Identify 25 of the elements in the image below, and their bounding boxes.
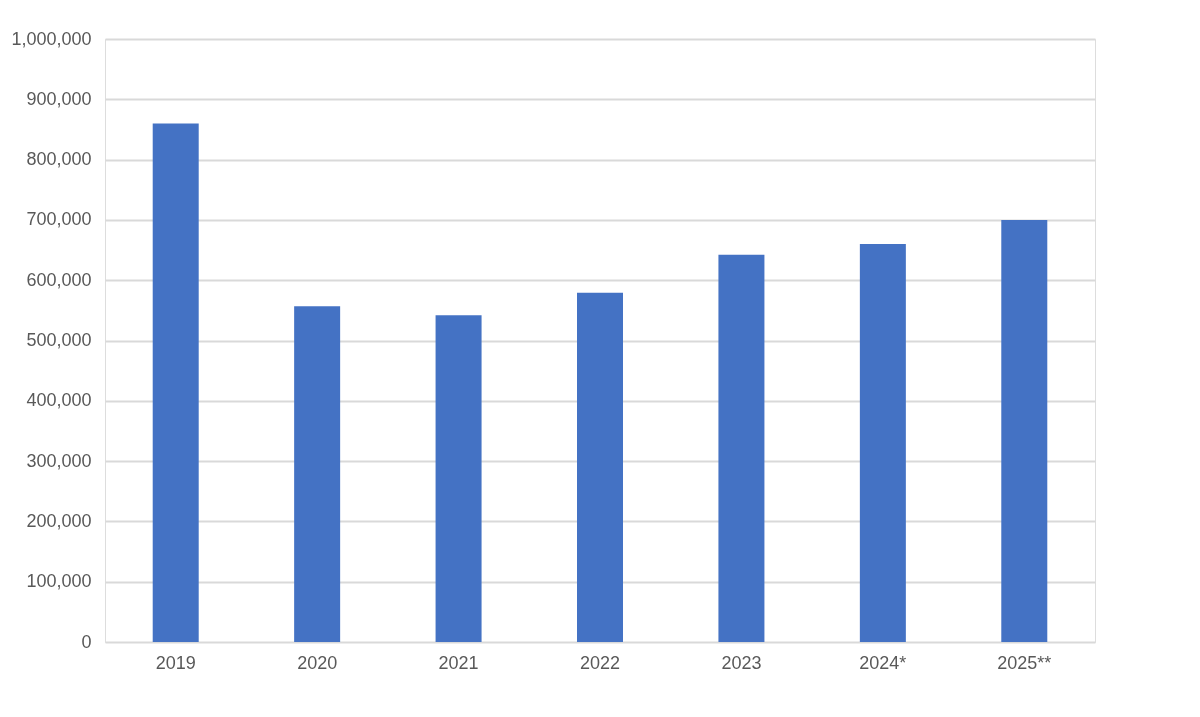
bar	[1001, 219, 1048, 642]
bar	[718, 254, 765, 642]
y-tick-label: 1,000,000	[11, 28, 92, 49]
x-tick-label: 2020	[297, 652, 338, 673]
y-tick-label: 600,000	[26, 269, 92, 290]
bar	[859, 244, 906, 642]
y-tick-label: 0	[81, 631, 92, 652]
bar	[152, 123, 199, 642]
y-tick-label: 500,000	[26, 330, 92, 350]
bar	[294, 306, 341, 642]
x-tick-label: 2021	[438, 652, 479, 673]
bar	[577, 292, 623, 642]
y-tick-label: 300,000	[26, 450, 92, 471]
y-tick-label: 100,000	[26, 571, 92, 592]
y-tick-label: 400,000	[26, 390, 92, 411]
y-tick-label: 800,000	[26, 149, 92, 170]
y-tick-label: 200,000	[26, 510, 92, 531]
x-tick-label: 2022	[579, 652, 621, 673]
x-tick-label: 2019	[155, 652, 196, 673]
x-tick-label: 2023	[721, 652, 762, 673]
x-tick-label: 2025**	[997, 652, 1052, 673]
x-tick-label: 2024*	[859, 652, 907, 673]
bar	[435, 315, 482, 642]
y-tick-label: 700,000	[26, 209, 92, 230]
y-tick-label: 900,000	[26, 88, 92, 109]
